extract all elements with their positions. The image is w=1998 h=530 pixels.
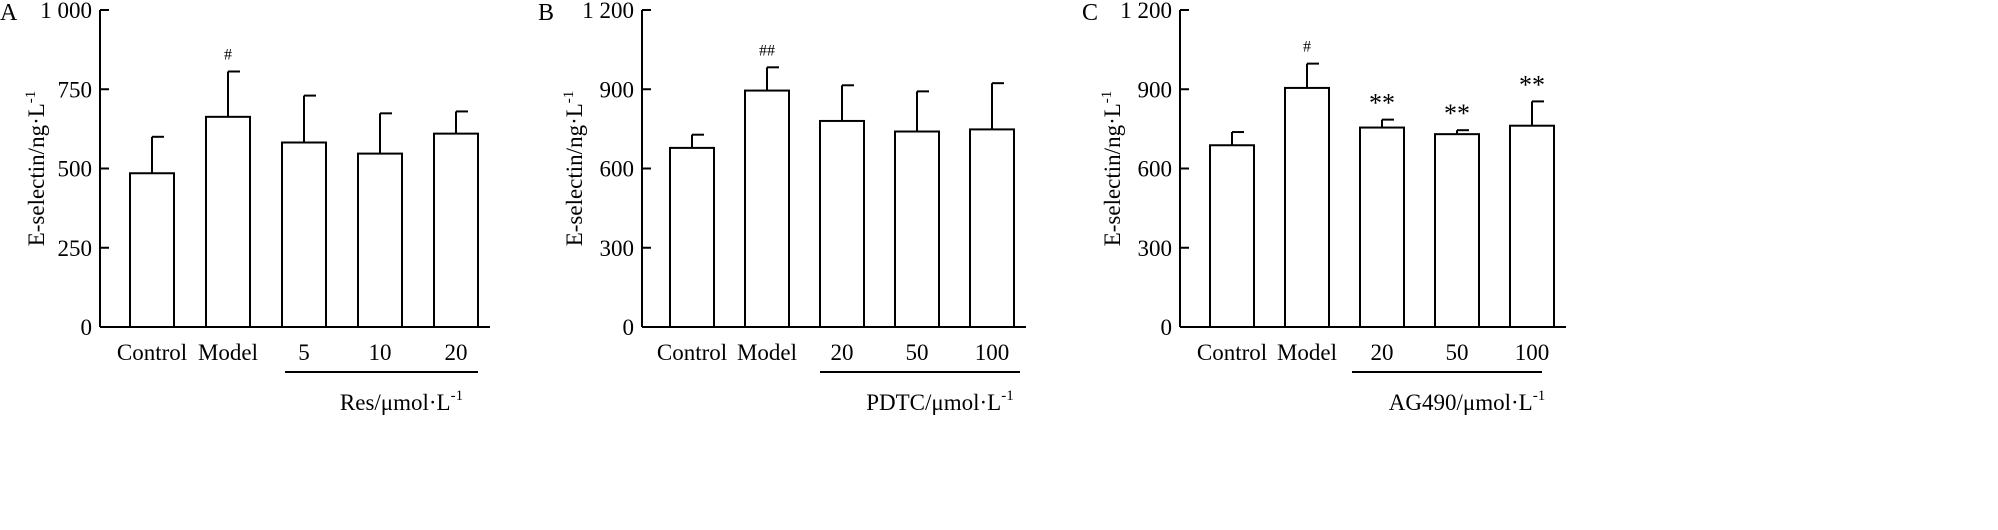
panel-label-B: B	[538, 0, 554, 26]
significance-mark-C-1: #	[1303, 39, 1311, 56]
group-label-A: Res/μmol·L-1	[340, 388, 463, 415]
bar-C-2	[1359, 126, 1405, 328]
y-tick-label-C-4: 1 200	[1120, 0, 1172, 23]
bar-B-1	[744, 89, 790, 328]
y-tick-label-B-1: 300	[600, 236, 635, 261]
bar-A-4	[433, 132, 479, 328]
significance-mark-A-1: #	[224, 46, 232, 63]
x-tick-label-B-4: 100	[975, 340, 1010, 365]
x-tick-label-A-3: 10	[369, 340, 392, 365]
bar-B-2	[819, 119, 865, 328]
x-tick-label-C-1: Model	[1277, 340, 1337, 365]
y-tick-label-A-1: 250	[58, 236, 93, 261]
group-label-C: AG490/μmol·L-1	[1389, 388, 1545, 415]
y-tick-label-C-0: 0	[1161, 315, 1173, 340]
x-tick-label-A-0: Control	[117, 340, 187, 365]
bar-C-1	[1284, 86, 1330, 328]
bar-C-0	[1209, 144, 1255, 328]
group-label-B: PDTC/μmol·L-1	[866, 388, 1014, 415]
y-tick-label-B-2: 600	[600, 157, 635, 182]
bar-B-0	[669, 146, 715, 328]
bar-A-3	[357, 152, 403, 328]
bar-C-4	[1509, 124, 1555, 328]
y-axis-label-B: E-selectin/ng·L-1	[561, 91, 587, 247]
x-tick-label-A-2: 5	[298, 340, 310, 365]
significance-mark-C-2: **	[1369, 89, 1395, 118]
x-tick-label-C-2: 20	[1371, 340, 1394, 365]
y-tick-label-C-1: 300	[1138, 236, 1173, 261]
x-tick-label-C-4: 100	[1515, 340, 1550, 365]
y-tick-label-A-0: 0	[81, 315, 93, 340]
bar-B-3	[894, 130, 940, 328]
y-tick-label-C-2: 600	[1138, 157, 1173, 182]
y-tick-label-A-2: 500	[58, 157, 93, 182]
panel-label-C: C	[1082, 0, 1098, 26]
bar-A-1	[205, 115, 251, 329]
x-tick-label-C-0: Control	[1197, 340, 1267, 365]
y-axis-label-A: E-selectin/ng·L-1	[23, 91, 49, 247]
bar-C-3	[1434, 133, 1480, 328]
bar-A-2	[281, 141, 327, 328]
significance-mark-C-4: **	[1519, 70, 1545, 99]
y-tick-label-A-3: 750	[58, 77, 93, 102]
bar-B-4	[969, 128, 1015, 328]
panel-label-A: A	[0, 0, 18, 26]
significance-mark-C-3: **	[1444, 99, 1470, 128]
y-tick-label-C-3: 900	[1138, 77, 1173, 102]
y-axis-label-C: E-selectin/ng·L-1	[1099, 91, 1125, 247]
x-tick-label-B-2: 20	[831, 340, 854, 365]
x-tick-label-A-4: 20	[445, 340, 468, 365]
y-tick-label-B-0: 0	[623, 315, 635, 340]
y-tick-label-B-3: 900	[600, 77, 635, 102]
significance-mark-B-1: ##	[759, 42, 775, 59]
x-tick-label-B-3: 50	[906, 340, 929, 365]
x-tick-label-B-0: Control	[657, 340, 727, 365]
x-tick-label-B-1: Model	[737, 340, 797, 365]
y-tick-label-B-4: 1 200	[582, 0, 634, 23]
x-tick-label-A-1: Model	[198, 340, 258, 365]
y-tick-label-A-4: 1 000	[40, 0, 92, 23]
x-tick-label-C-3: 50	[1446, 340, 1469, 365]
bar-A-0	[129, 172, 175, 328]
